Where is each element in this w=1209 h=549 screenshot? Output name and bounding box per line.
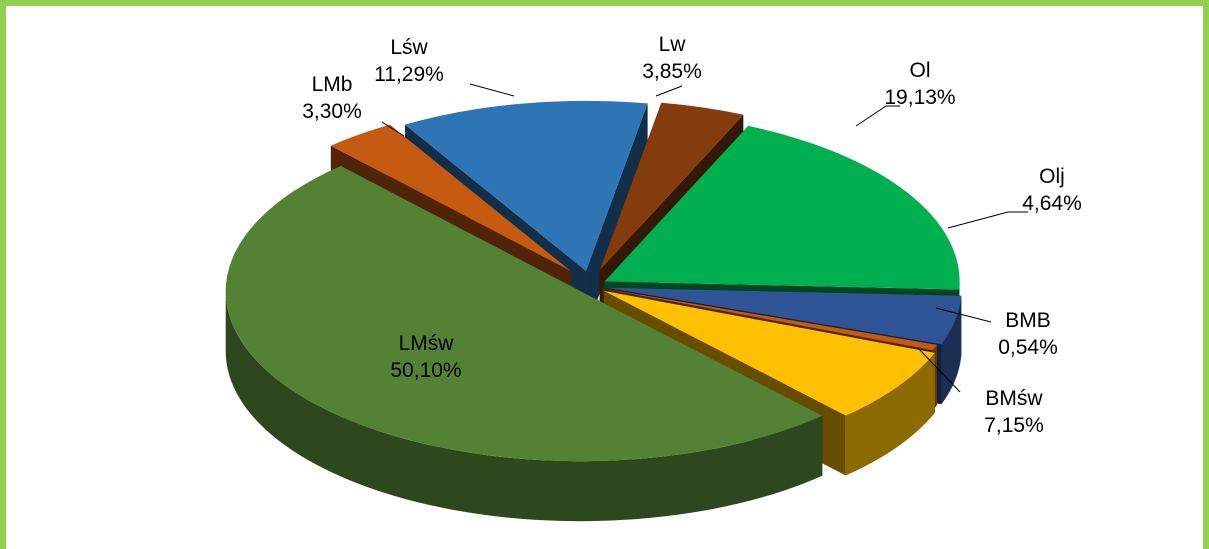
pie-slice-lmśw: [225, 165, 823, 522]
leader-line-bmśw: [917, 347, 961, 393]
leader-line-lśw: [469, 83, 515, 97]
leader-line-bmb: [935, 307, 992, 323]
data-label-lmśw: LMśw 50,10%: [390, 332, 461, 382]
data-label-lmb: LMb 3,30%: [302, 73, 362, 123]
leader-line-lw: [655, 85, 683, 97]
data-label-bmśw: BMśw 7,15%: [984, 387, 1044, 437]
leader-line-olj: [947, 211, 1028, 229]
data-label-lśw: Lśw 11,29%: [374, 36, 444, 86]
data-label-olj: Olj 4,64%: [1022, 165, 1082, 215]
data-label-ol: Ol 19,13%: [884, 59, 955, 109]
data-label-bmb: BMB 0,54%: [998, 309, 1058, 359]
leader-line-ol: [855, 105, 900, 127]
data-label-lw: Lw 3,85%: [642, 33, 702, 83]
leader-line-lmb: [381, 121, 405, 137]
pie-chart: Lw 3,85% Ol 19,13% Olj 4,64% BMB 0,54% BMśw 7,15%…: [225, 33, 1082, 522]
